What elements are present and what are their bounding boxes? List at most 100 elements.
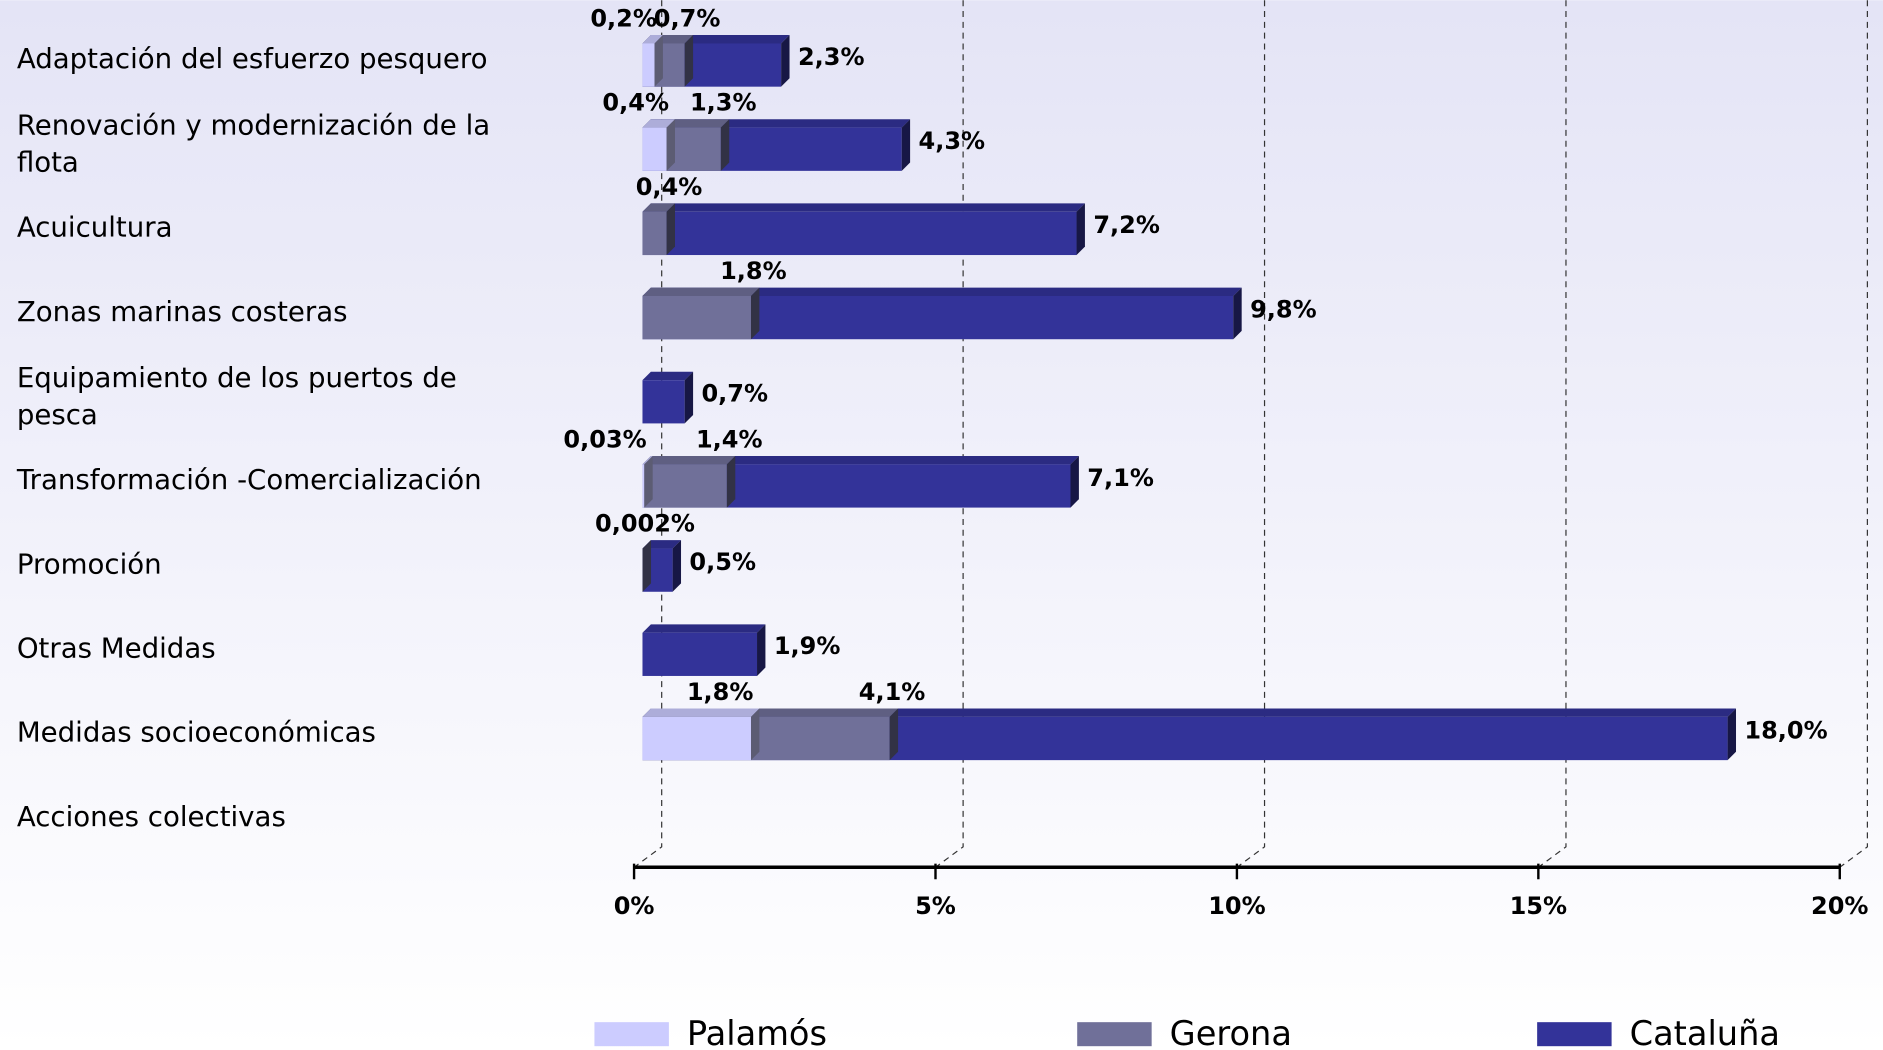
x-tick-label: 15% — [1510, 892, 1567, 920]
bar-face — [642, 464, 645, 508]
bar-face — [642, 540, 652, 549]
bar — [642, 455, 736, 508]
category-label: Transformación -Comercialización — [16, 463, 482, 496]
bar — [642, 455, 653, 508]
value-label: 0,7% — [654, 4, 721, 32]
bar-face — [684, 35, 694, 87]
bar-face — [654, 35, 663, 87]
bar-face — [1070, 455, 1079, 508]
bar-face — [642, 211, 667, 256]
bar-face — [642, 716, 751, 761]
value-label: 1,8% — [720, 257, 787, 285]
value-label: 0,4% — [602, 89, 669, 117]
category-label: Acuicultura — [17, 211, 173, 244]
bar-face — [642, 708, 760, 717]
legend-label: Cataluña — [1630, 1014, 1780, 1050]
bar-face — [726, 455, 736, 508]
bar-face — [781, 35, 790, 87]
bar-face — [642, 455, 736, 465]
value-label: 0,7% — [701, 380, 768, 408]
grid-line — [1839, 0, 1868, 868]
bar — [642, 287, 760, 340]
value-label: 4,3% — [919, 127, 986, 155]
bar-face — [642, 455, 653, 465]
bar-face — [642, 371, 694, 381]
bar-face — [642, 287, 1242, 296]
category-label: Equipamiento de los puertos de pesca — [17, 361, 457, 431]
value-label: 1,8% — [687, 678, 754, 706]
category-label: Medidas socioeconómicas — [17, 716, 376, 749]
bar-face — [666, 203, 675, 256]
legend-swatch — [594, 1022, 669, 1047]
bar-face — [642, 464, 727, 508]
bar — [642, 624, 766, 676]
bar-face — [684, 371, 694, 424]
bar-face — [642, 43, 655, 87]
x-tick-label: 5% — [915, 892, 956, 920]
x-tick-label: 20% — [1811, 892, 1868, 920]
bar-face — [642, 455, 1079, 465]
legend-label: Palamós — [687, 1014, 827, 1050]
bar — [642, 203, 675, 256]
category-label: Promoción — [17, 547, 162, 580]
bar-face — [642, 295, 751, 340]
bar-face — [901, 119, 911, 171]
bar-face — [642, 540, 652, 592]
bar-face — [720, 119, 730, 171]
bar-face — [642, 203, 1085, 212]
legend-label: Gerona — [1170, 1014, 1292, 1050]
bar-face — [642, 624, 766, 633]
value-label: 0,002% — [595, 510, 695, 538]
category-label: Adaptación del esfuerzo pesquero — [17, 42, 488, 75]
category-label: Acciones colectivas — [17, 800, 286, 833]
grid-line — [633, 0, 663, 868]
bar-face — [642, 287, 760, 296]
value-label: 1,3% — [690, 89, 757, 117]
bar-face — [1233, 287, 1242, 340]
bar-face — [642, 380, 685, 424]
value-label: 0,4% — [636, 173, 703, 201]
grid-line — [935, 0, 964, 868]
bar-face — [750, 287, 760, 340]
x-tick-label: 10% — [1208, 892, 1265, 920]
grid-line — [1236, 0, 1266, 868]
bar-face — [672, 540, 682, 592]
value-label: 18,0% — [1744, 716, 1827, 744]
x-tick-label: 0% — [614, 892, 655, 920]
value-label: 0,2% — [590, 4, 657, 32]
category-label: Renovación y modernización de la flota — [17, 108, 490, 178]
bar-face — [750, 708, 760, 761]
value-label: 2,3% — [798, 43, 865, 71]
bar-face — [1727, 708, 1737, 761]
bar-face — [642, 203, 675, 212]
legend-swatch — [1537, 1022, 1612, 1047]
bar-face — [642, 708, 1737, 717]
bar-face — [644, 455, 653, 508]
bar-face — [1076, 203, 1085, 256]
legend-swatch — [1077, 1022, 1152, 1047]
bar — [642, 203, 1085, 256]
bar-face — [757, 624, 766, 676]
bar-face — [642, 127, 667, 171]
bar — [642, 35, 663, 87]
value-label: 0,5% — [689, 548, 756, 576]
bar-face — [642, 35, 663, 44]
value-label: 4,1% — [859, 678, 926, 706]
bar-face — [642, 119, 675, 128]
bar-face — [642, 540, 682, 549]
value-label: 9,8% — [1250, 295, 1317, 323]
bar — [642, 119, 675, 171]
bar — [642, 371, 694, 424]
bar-face — [642, 211, 1077, 256]
bar-face — [889, 708, 899, 761]
bar-face — [642, 632, 758, 676]
bar — [642, 708, 760, 761]
category-label: Otras Medidas — [17, 632, 216, 665]
bar — [642, 540, 652, 592]
grid-line — [1537, 0, 1567, 868]
value-label: 7,1% — [1087, 464, 1154, 492]
category-label: Zonas marinas costeras — [17, 295, 348, 328]
value-label: 1,9% — [774, 632, 841, 660]
